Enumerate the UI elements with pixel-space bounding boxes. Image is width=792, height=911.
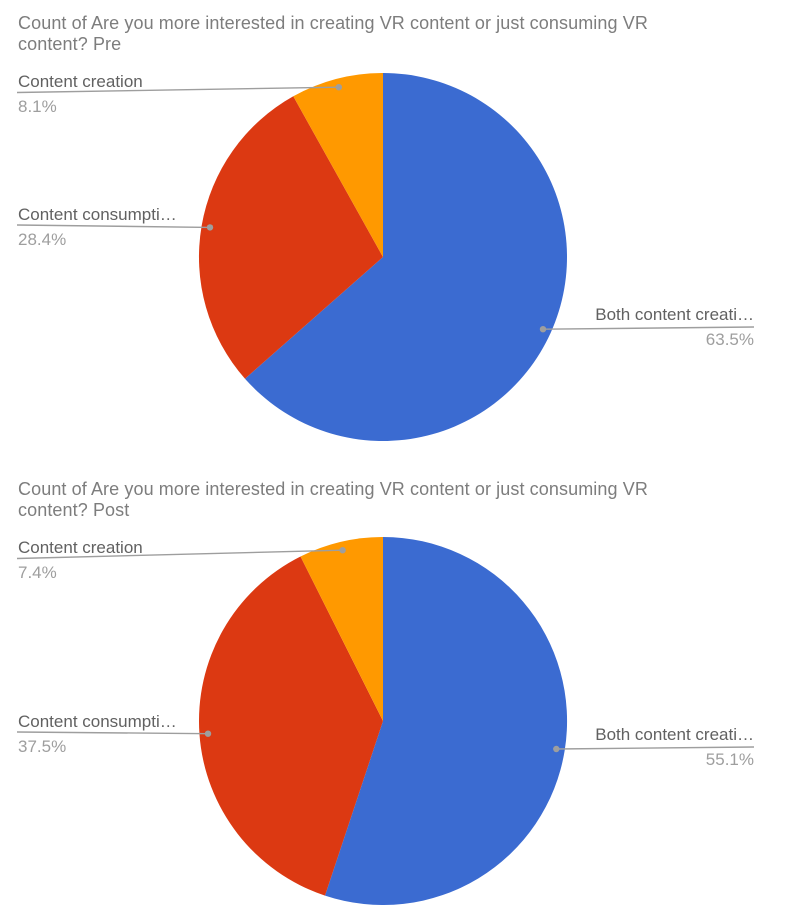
callout-content-consumption: Content consumpti… 28.4% (18, 205, 177, 250)
pie-chart-pre: Count of Are you more interested in crea… (16, 13, 763, 441)
leader-line (16, 549, 343, 560)
pie-chart-post: Count of Are you more interested in crea… (0, 466, 792, 911)
callout-both: Both content creati… 63.5% (595, 305, 754, 350)
leader-dot (204, 730, 212, 737)
chart-title-line1: Count of Are you more interested in crea… (18, 479, 648, 499)
slice-percent: 28.4% (18, 230, 67, 249)
slice-percent: 7.4% (18, 563, 57, 582)
slice-label: Both content creati… (595, 725, 754, 744)
slice-percent: 55.1% (705, 750, 754, 769)
leader-line (542, 326, 755, 330)
leader-line (16, 224, 211, 229)
chart-title-post: Count of Are you more interested in crea… (18, 479, 763, 521)
slice-percent: 8.1% (18, 97, 57, 116)
leader-dot (335, 84, 342, 91)
callout-content-creation: Content creation 8.1% (18, 72, 143, 117)
pie-slice-1[interactable] (198, 556, 383, 896)
chart-title-line2: content? Pre (18, 34, 122, 54)
slice-label: Content consumpti… (18, 205, 177, 224)
callout-content-creation: Content creation 7.4% (18, 538, 143, 583)
callout-both: Both content creati… 55.1% (595, 725, 754, 770)
pie-slice-2[interactable] (300, 537, 384, 721)
leader-line (556, 746, 755, 750)
pie-slice-0[interactable] (325, 537, 568, 905)
pie-canvas-post (16, 537, 755, 905)
leader-dot (539, 326, 547, 333)
slice-label: Content consumpti… (18, 712, 177, 731)
pie-slice-1[interactable] (198, 96, 383, 379)
leader-line (16, 731, 209, 735)
slice-label: Both content creati… (595, 305, 754, 324)
pie-slice-0[interactable] (245, 73, 568, 441)
slice-label: Content creation (18, 538, 143, 557)
pie-slice-2[interactable] (293, 72, 383, 258)
pie-canvas-pre (16, 72, 755, 441)
chart-title-line2: content? Post (18, 500, 130, 520)
leader-dot (206, 224, 214, 231)
leader-line (16, 86, 339, 94)
leader-dot (553, 745, 560, 753)
leader-dot (339, 547, 346, 554)
slice-label: Content creation (18, 72, 143, 91)
chart-title-line1: Count of Are you more interested in crea… (18, 13, 648, 33)
chart-title-pre: Count of Are you more interested in crea… (18, 13, 763, 55)
slice-percent: 63.5% (705, 330, 754, 349)
slice-percent: 37.5% (18, 737, 67, 756)
callout-content-consumption: Content consumpti… 37.5% (18, 712, 177, 757)
